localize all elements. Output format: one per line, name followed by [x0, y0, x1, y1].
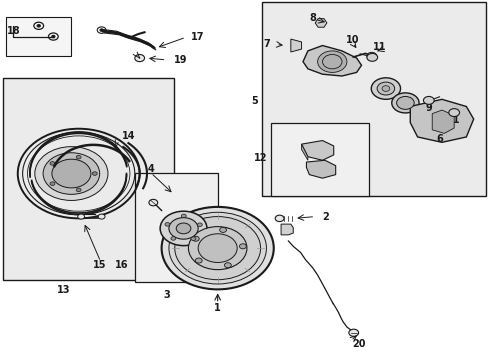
Bar — [5, 17, 71, 56]
Circle shape — [76, 156, 81, 159]
Circle shape — [448, 109, 459, 117]
Text: 3: 3 — [163, 291, 169, 301]
Polygon shape — [431, 110, 453, 134]
Text: 9: 9 — [425, 103, 431, 113]
Circle shape — [52, 36, 55, 38]
Circle shape — [50, 162, 55, 165]
Circle shape — [370, 78, 400, 99]
Circle shape — [366, 53, 377, 61]
Text: 8: 8 — [309, 13, 316, 23]
Circle shape — [376, 82, 394, 95]
Polygon shape — [303, 45, 361, 76]
Circle shape — [219, 228, 226, 233]
Circle shape — [164, 222, 169, 226]
Circle shape — [176, 223, 190, 234]
Circle shape — [168, 218, 198, 239]
Circle shape — [174, 217, 260, 280]
Circle shape — [135, 54, 144, 62]
Circle shape — [43, 153, 100, 194]
Polygon shape — [281, 224, 293, 235]
Circle shape — [275, 215, 284, 222]
Text: 18: 18 — [7, 26, 20, 36]
Polygon shape — [409, 99, 473, 142]
Circle shape — [78, 214, 84, 219]
Circle shape — [224, 263, 231, 268]
Circle shape — [188, 226, 246, 270]
Circle shape — [192, 236, 199, 241]
Circle shape — [170, 237, 175, 240]
Circle shape — [197, 223, 202, 226]
Circle shape — [76, 188, 81, 192]
Circle shape — [52, 159, 91, 188]
Bar — [271, 123, 368, 196]
Polygon shape — [301, 144, 307, 160]
Polygon shape — [290, 39, 301, 52]
Circle shape — [149, 199, 158, 206]
Circle shape — [396, 96, 413, 109]
Circle shape — [198, 234, 237, 262]
Circle shape — [348, 329, 358, 336]
Circle shape — [37, 25, 40, 27]
Circle shape — [322, 54, 341, 69]
Text: 10: 10 — [346, 35, 359, 45]
Bar — [261, 3, 485, 196]
Polygon shape — [306, 160, 335, 178]
Circle shape — [160, 211, 206, 246]
Text: 14: 14 — [122, 131, 135, 141]
Circle shape — [190, 237, 195, 240]
Circle shape — [181, 214, 186, 218]
Circle shape — [381, 86, 389, 91]
Circle shape — [239, 244, 246, 249]
Bar — [3, 78, 173, 280]
Text: 19: 19 — [173, 55, 187, 65]
Text: 11: 11 — [372, 42, 386, 52]
Bar — [135, 173, 217, 282]
Text: 6: 6 — [435, 134, 442, 144]
Text: 12: 12 — [254, 153, 267, 163]
Circle shape — [35, 147, 108, 201]
Text: 11: 11 — [447, 115, 460, 125]
Circle shape — [423, 96, 433, 104]
Text: 16: 16 — [115, 260, 128, 270]
Text: 2: 2 — [322, 212, 328, 221]
Circle shape — [391, 93, 418, 113]
Text: 5: 5 — [250, 96, 257, 106]
Circle shape — [195, 258, 202, 263]
Text: 13: 13 — [57, 285, 71, 296]
Circle shape — [168, 212, 266, 284]
Text: 15: 15 — [92, 260, 106, 270]
Circle shape — [161, 207, 273, 289]
Text: 20: 20 — [351, 339, 365, 349]
Circle shape — [50, 182, 55, 185]
Circle shape — [366, 52, 376, 59]
Circle shape — [98, 214, 105, 219]
Polygon shape — [301, 140, 333, 160]
Circle shape — [92, 172, 97, 175]
Circle shape — [100, 29, 103, 31]
Text: 17: 17 — [190, 32, 204, 42]
Circle shape — [317, 51, 346, 72]
Text: 4: 4 — [147, 164, 154, 174]
Text: 1: 1 — [214, 303, 221, 314]
Text: 7: 7 — [263, 40, 269, 49]
Polygon shape — [315, 19, 326, 27]
